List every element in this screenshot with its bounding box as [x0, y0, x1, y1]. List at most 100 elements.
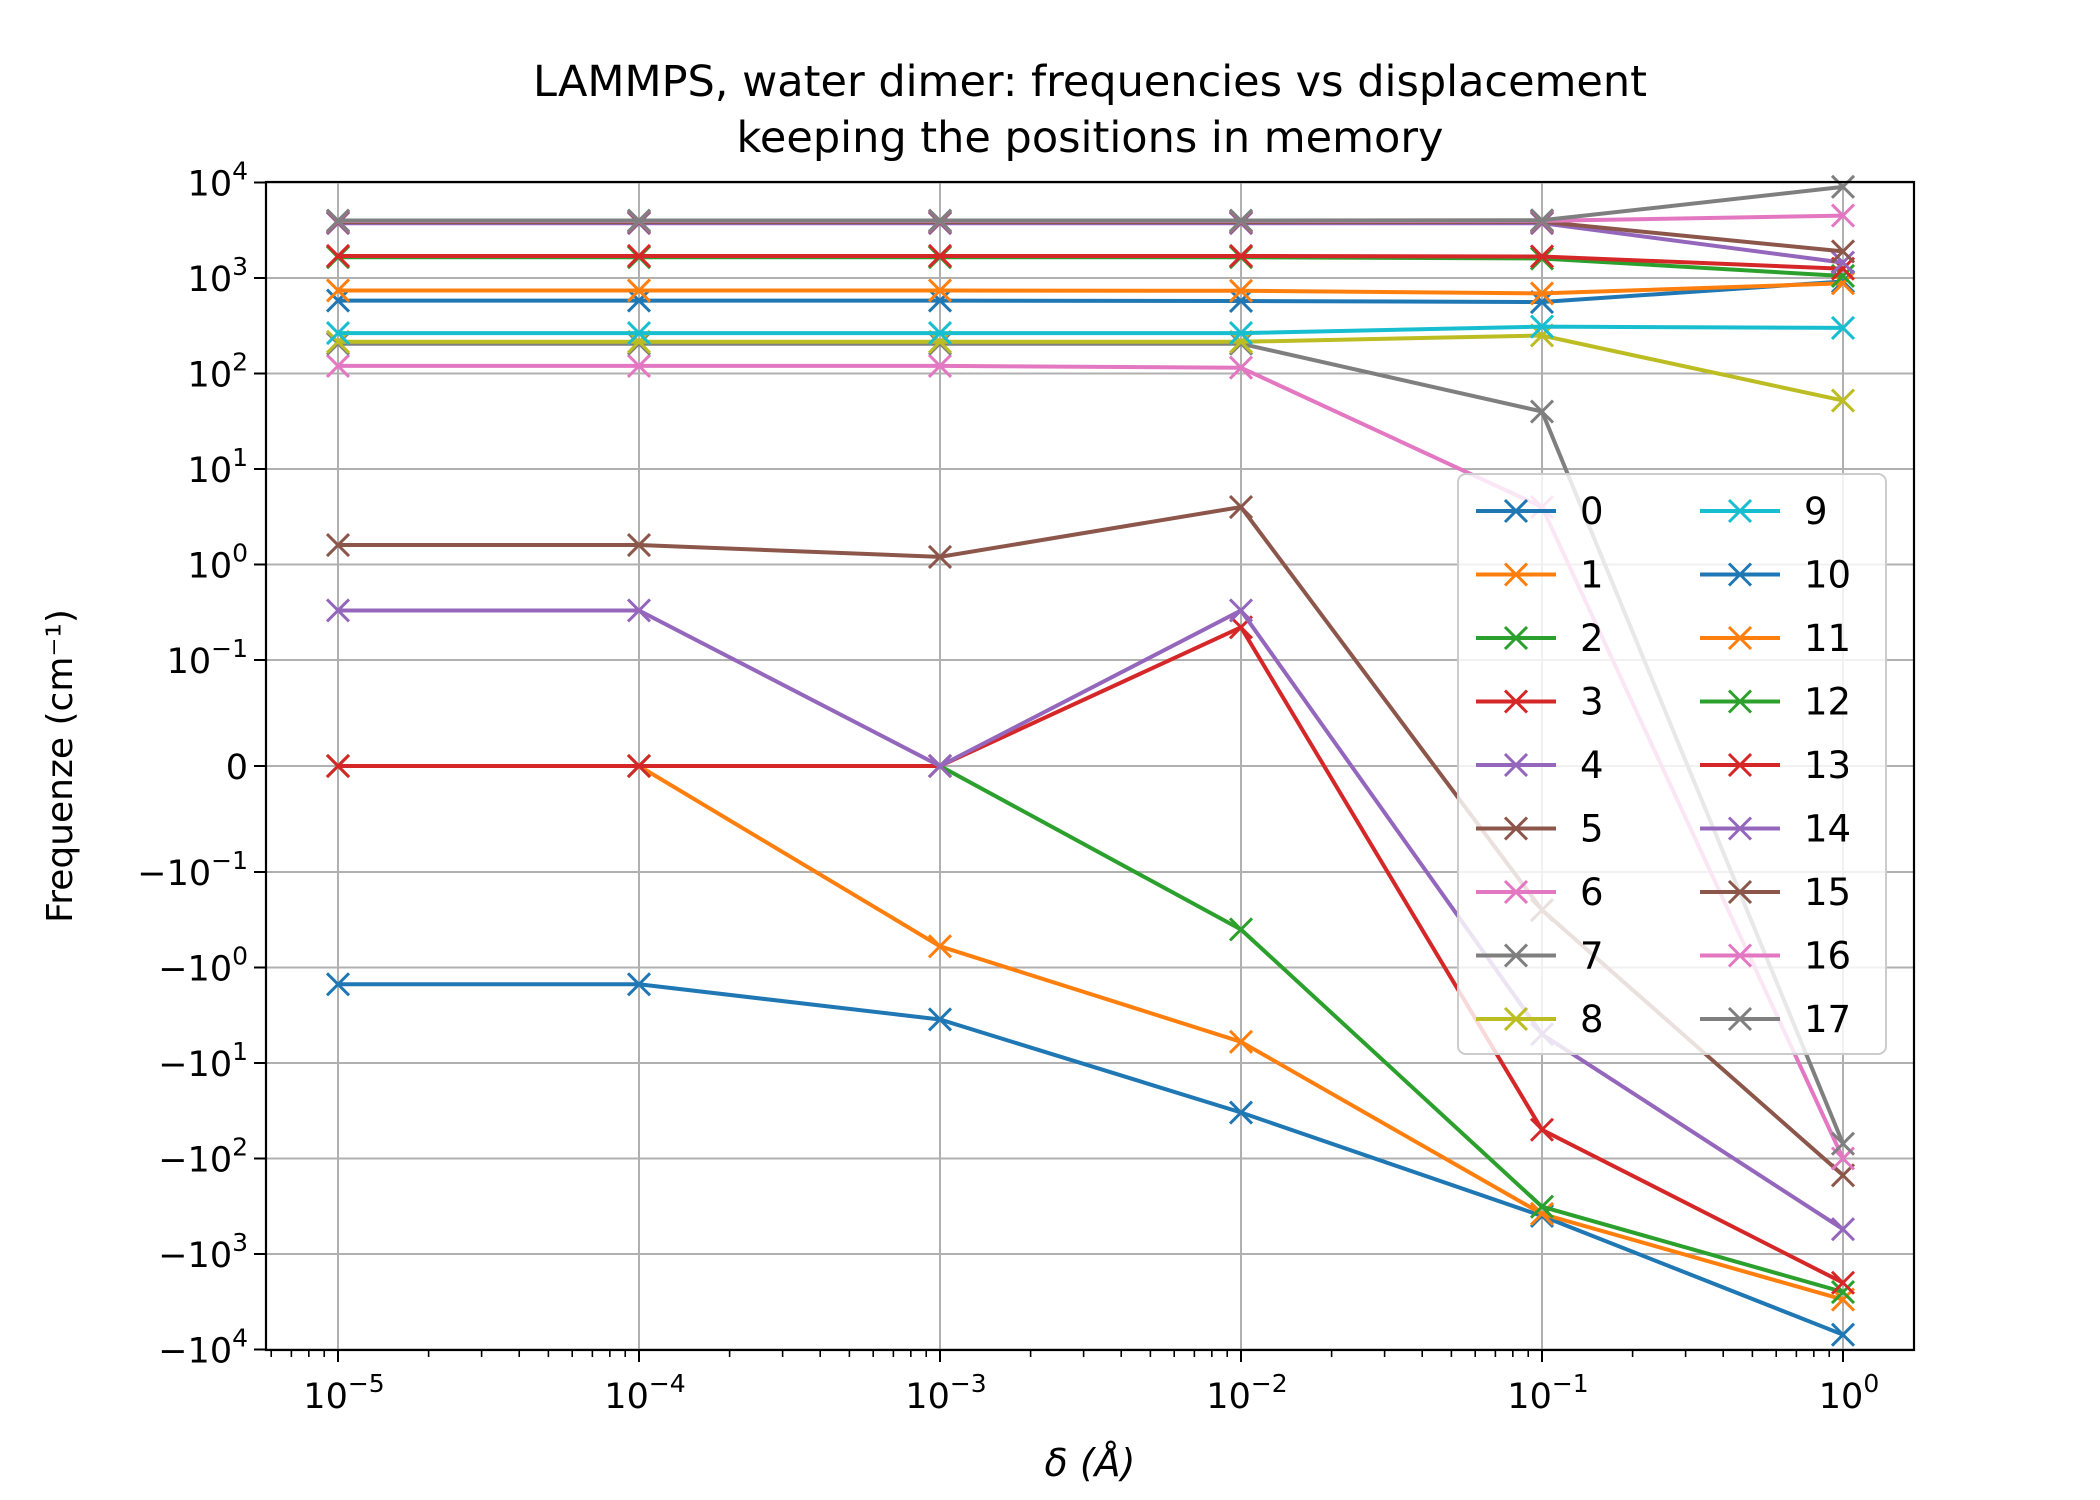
data-point: [927, 288, 953, 313]
data-point: [1830, 239, 1856, 264]
data-point: [325, 353, 351, 378]
y-tick-label: 102: [188, 348, 248, 396]
data-point: [1228, 494, 1254, 520]
x-tick-label: 100: [1819, 1369, 1879, 1417]
data-point: [1830, 1217, 1856, 1242]
legend-entry-7: 7: [1476, 935, 1604, 978]
data-point: [927, 321, 953, 346]
series-line: [338, 219, 1844, 254]
legend-label: 4: [1580, 744, 1604, 787]
legend-label: 12: [1804, 681, 1851, 724]
data-point: [626, 532, 652, 558]
data-point: [1830, 1322, 1856, 1347]
legend-label: 10: [1804, 554, 1851, 597]
legend-swatch-marker: [1503, 879, 1529, 905]
data-point: [325, 278, 351, 303]
x-axis: 10−5 10−4 10−3 10−2 10−1 100: [270, 1350, 1879, 1417]
y-axis-label: Frequenze (cm⁻¹): [40, 609, 81, 923]
series-line: [338, 279, 1844, 305]
series-4: [325, 598, 1856, 1242]
data-point: [1228, 598, 1254, 623]
y-tick-label: −101: [158, 1037, 248, 1085]
legend-entry-12: 12: [1700, 681, 1851, 724]
series-line: [338, 333, 1844, 403]
data-point: [325, 753, 351, 779]
series-12: [325, 245, 1856, 289]
y-tick-label: 10−1: [167, 634, 248, 682]
y-tick-label: 103: [188, 252, 248, 300]
data-point: [626, 288, 652, 313]
data-point: [626, 753, 652, 779]
data-point: [927, 934, 953, 959]
legend-entry-3: 3: [1476, 681, 1604, 724]
y-tick-label: −100: [158, 942, 248, 990]
data-point: [1228, 1029, 1254, 1054]
legend-entry-9: 9: [1700, 490, 1828, 533]
data-point: [927, 243, 953, 269]
legend-entry-13: 13: [1700, 744, 1851, 787]
data-point: [626, 321, 652, 346]
y-tick-label: −104: [158, 1324, 248, 1372]
data-point: [626, 598, 652, 623]
y-tick-label: 100: [188, 539, 248, 587]
series-line: [338, 281, 1844, 296]
x-tick-label: 10−5: [303, 1369, 384, 1417]
legend-label: 2: [1580, 617, 1604, 660]
series-0: [325, 972, 1856, 1347]
data-point: [1830, 315, 1856, 340]
x-axis-label: δ (Å): [1045, 1441, 1136, 1485]
y-tick-label: 104: [188, 157, 248, 205]
legend-swatch-marker: [1727, 625, 1753, 651]
legend-label: 16: [1804, 935, 1851, 978]
data-point: [626, 278, 652, 303]
legend-entry-1: 1: [1476, 554, 1604, 597]
data-point: [626, 972, 652, 997]
data-point: [325, 532, 351, 558]
legend-swatch-marker: [1503, 689, 1529, 714]
legend-label: 8: [1580, 998, 1604, 1041]
legend-swatch-marker: [1503, 562, 1529, 587]
legend-entry-4: 4: [1476, 744, 1604, 787]
y-tick-label: −103: [158, 1228, 248, 1276]
data-point: [626, 353, 652, 378]
legend-label: 1: [1580, 554, 1604, 597]
legend-swatch-marker: [1727, 816, 1753, 841]
data-point: [927, 208, 953, 233]
series-16: [325, 203, 1856, 234]
legend-label: 5: [1580, 808, 1604, 851]
legend-entry-10: 10: [1700, 554, 1851, 597]
chart-title-line-2: keeping the positions in memory: [737, 113, 1444, 163]
data-point: [325, 288, 351, 313]
data-point: [1228, 243, 1254, 269]
series-line: [338, 982, 1844, 1337]
legend-entry-0: 0: [1476, 490, 1604, 533]
data-point: [1228, 355, 1254, 380]
data-point: [1529, 314, 1555, 339]
legend-label: 7: [1580, 935, 1604, 978]
series-11: [325, 271, 1856, 306]
series-line: [338, 254, 1844, 271]
legend-swatch-marker: [1503, 752, 1529, 778]
series-line: [338, 624, 1844, 1285]
data-point: [626, 243, 652, 269]
legend-entry-15: 15: [1700, 871, 1851, 914]
data-point: [1529, 208, 1555, 233]
legend-entry-14: 14: [1700, 808, 1851, 851]
legend-swatch-marker: [1727, 943, 1753, 968]
y-tick-label: −10−1: [137, 846, 248, 894]
data-point: [1830, 250, 1856, 275]
data-point: [927, 753, 953, 779]
data-point: [927, 1007, 953, 1032]
data-point: [1830, 1279, 1856, 1305]
legend-entry-5: 5: [1476, 808, 1604, 851]
data-point: [1228, 1100, 1254, 1125]
legend-entry-16: 16: [1700, 935, 1851, 978]
legend-entry-6: 6: [1476, 871, 1604, 914]
legend-swatch-marker: [1503, 1006, 1529, 1032]
x-tick-label: 10−4: [604, 1369, 685, 1417]
data-point: [1830, 1163, 1856, 1188]
legend-entry-11: 11: [1700, 617, 1851, 660]
data-point: [927, 353, 953, 378]
x-tick-label: 10−1: [1507, 1369, 1588, 1417]
